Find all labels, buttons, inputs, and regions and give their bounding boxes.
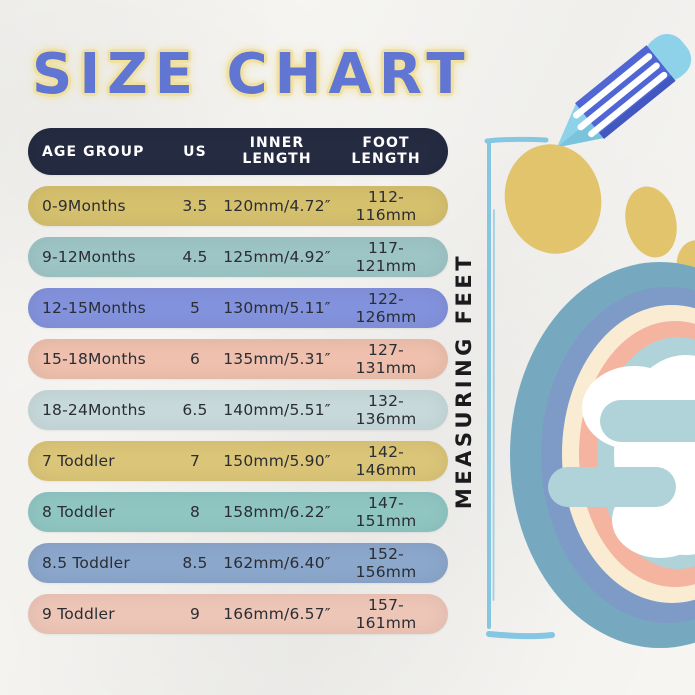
cell-age-group: 15-18Months (42, 350, 146, 368)
toe-shape (676, 240, 695, 312)
cell-age-group: 9-12Months (42, 248, 136, 266)
cell-us-size: 8 (189, 503, 201, 521)
cell-us-size: 6 (189, 350, 201, 368)
cell-foot-length: 127-131mm (355, 341, 417, 377)
cell-age-group: 12-15Months (42, 299, 146, 317)
cell-us-size: 7 (189, 452, 201, 470)
header-cell-age-group: AGE GROUP (42, 143, 145, 160)
measuring-feet-label: MEASURING FEET (452, 252, 476, 510)
measuring-bracket-icon (484, 136, 555, 640)
foot-icon (504, 144, 695, 648)
cell-age-group: 18-24Months (42, 401, 146, 419)
cell-us-size: 5 (189, 299, 201, 317)
cell-foot-length: 157-161mm (355, 596, 417, 632)
cell-us-size: 4.5 (182, 248, 208, 266)
cell-us-size: 6.5 (182, 401, 208, 419)
table-row: 9 Toddler 9 166mm/6.57″ 157-161mm (28, 594, 448, 634)
table-row: 18-24Months 6.5 140mm/5.51″ 132-136mm (28, 390, 448, 430)
table-row: 8.5 Toddler 8.5 162mm/6.40″ 152-156mm (28, 543, 448, 583)
cell-foot-length: 132-136mm (355, 392, 417, 428)
table-row: 9-12Months 4.5 125mm/4.92″ 117-121mm (28, 237, 448, 277)
cell-inner-length: 140mm/5.51″ (223, 401, 331, 419)
cell-inner-length: 125mm/4.92″ (223, 248, 331, 266)
cell-foot-length: 122-126mm (355, 290, 417, 326)
cell-inner-length: 162mm/6.40″ (223, 554, 331, 572)
cell-foot-length: 152-156mm (355, 545, 417, 581)
cell-us-size: 9 (189, 605, 201, 623)
big-toe-shape (504, 144, 602, 254)
cell-foot-length: 117-121mm (355, 239, 417, 275)
cell-age-group: 9 Toddler (42, 605, 115, 623)
header-cell-foot-length: FOOT LENGTH (351, 134, 421, 167)
header-cell-inner-length: INNER LENGTH (242, 134, 312, 167)
table-row: 12-15Months 5 130mm/5.11″ 122-126mm (28, 288, 448, 328)
pencil-icon (556, 34, 692, 148)
size-table: AGE GROUP US INNER LENGTH FOOT LENGTH 0-… (28, 128, 448, 634)
cell-inner-length: 158mm/6.22″ (223, 503, 331, 521)
table-header-row: AGE GROUP US INNER LENGTH FOOT LENGTH (28, 128, 448, 175)
cell-us-size: 3.5 (182, 197, 208, 215)
table-row: 0-9Months 3.5 120mm/4.72″ 112-116mm (28, 186, 448, 226)
toe-shape (625, 186, 677, 258)
table-row: 15-18Months 6 135mm/5.31″ 127-131mm (28, 339, 448, 379)
cell-foot-length: 112-116mm (355, 188, 417, 224)
table-row: 7 Toddler 7 150mm/5.90″ 142-146mm (28, 441, 448, 481)
cell-inner-length: 150mm/5.90″ (223, 452, 331, 470)
cell-foot-length: 147-151mm (355, 494, 417, 530)
cell-inner-length: 120mm/4.72″ (223, 197, 331, 215)
table-body: 0-9Months 3.5 120mm/4.72″ 112-116mm 9-12… (28, 186, 448, 634)
cell-age-group: 0-9Months (42, 197, 126, 215)
table-row: 8 Toddler 8 158mm/6.22″ 147-151mm (28, 492, 448, 532)
cell-us-size: 8.5 (182, 554, 208, 572)
header-cell-us: US (183, 143, 207, 160)
cell-inner-length: 130mm/5.11″ (223, 299, 331, 317)
cell-age-group: 8.5 Toddler (42, 554, 130, 572)
cell-age-group: 8 Toddler (42, 503, 115, 521)
cell-inner-length: 166mm/6.57″ (223, 605, 331, 623)
cell-age-group: 7 Toddler (42, 452, 115, 470)
cell-foot-length: 142-146mm (355, 443, 417, 479)
page-title: SIZE CHART (32, 42, 472, 107)
cell-inner-length: 135mm/5.31″ (223, 350, 331, 368)
